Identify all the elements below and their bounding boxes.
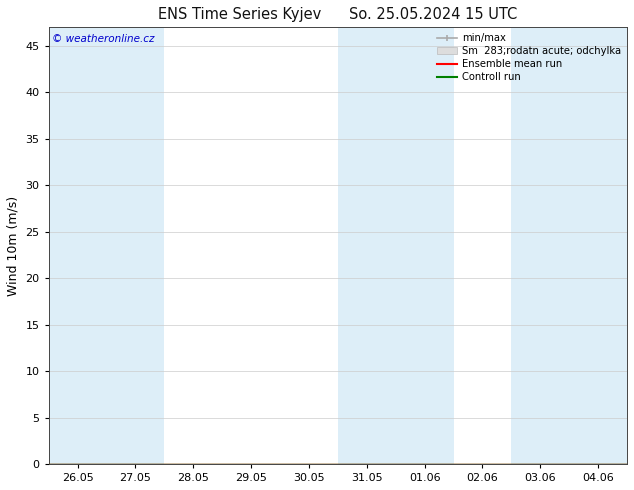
Text: © weatheronline.cz: © weatheronline.cz (51, 34, 154, 44)
Title: ENS Time Series Kyjev      So. 25.05.2024 15 UTC: ENS Time Series Kyjev So. 25.05.2024 15 … (158, 7, 517, 22)
Bar (512, 27, 627, 464)
Y-axis label: Wind 10m (m/s): Wind 10m (m/s) (7, 196, 20, 296)
Legend: min/max, Sm  283;rodatn acute; odchylka, Ensemble mean run, Controll run: min/max, Sm 283;rodatn acute; odchylka, … (433, 29, 625, 86)
Bar (49, 27, 164, 464)
Bar (338, 27, 453, 464)
